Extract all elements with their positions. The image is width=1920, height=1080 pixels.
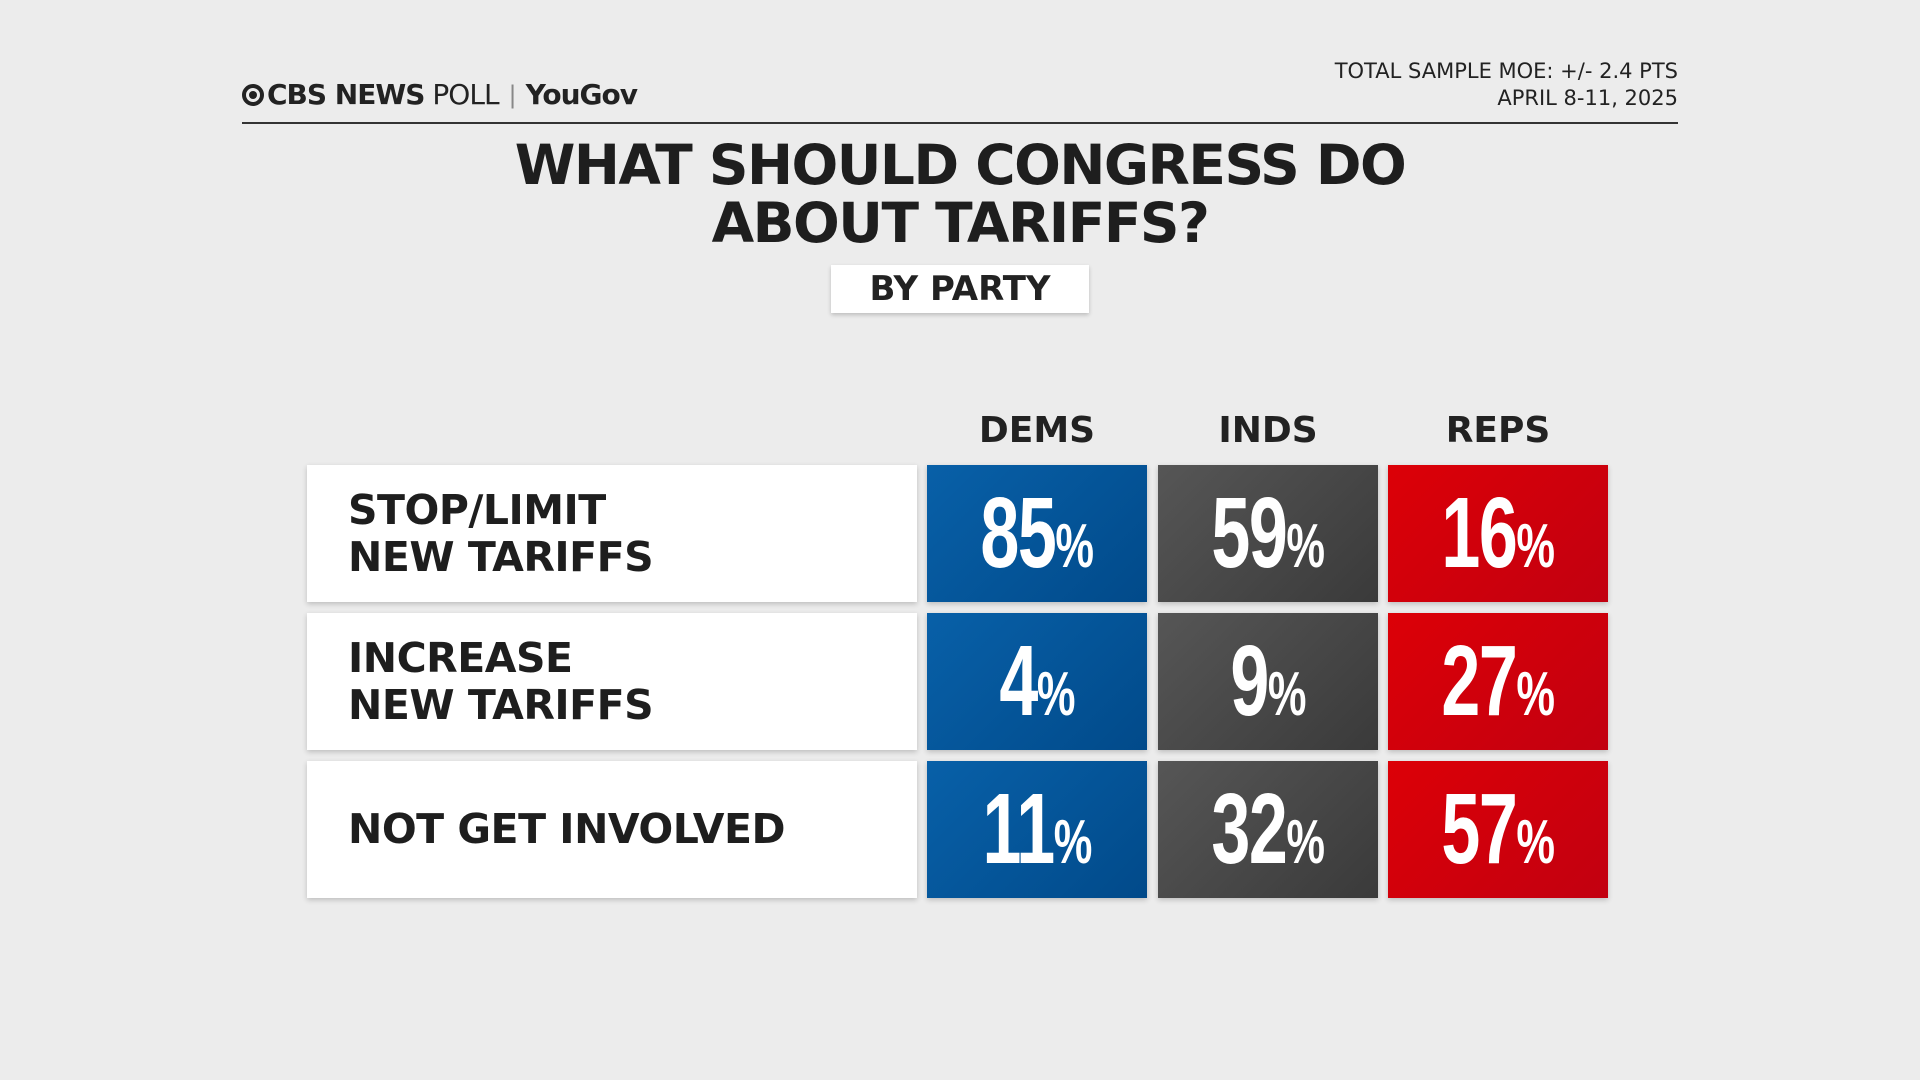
value-cell-dems: 85% [927,465,1147,602]
value-cell-dems: 4% [927,613,1147,750]
cbs-news-poll-logo: CBS NEWS POLL | YouGov [242,78,638,111]
percent-sign: % [1516,808,1555,877]
value-cell-inds: 9% [1158,613,1378,750]
row-label: NOT GET INVOLVED [307,761,917,898]
percent-sign: % [1516,660,1555,729]
row-label-line: INCREASE [348,633,573,682]
moe-text: TOTAL SAMPLE MOE: +/- 2.4 PTS [1334,59,1678,83]
header-divider [242,122,1678,124]
value-cell-reps: 27% [1388,613,1608,750]
title-line-1: WHAT SHOULD CONGRESS DO [514,133,1407,197]
column-header-dems: DEMS [978,410,1096,451]
percent-sign: % [1053,808,1092,877]
percent-sign: % [1055,512,1094,581]
value-cell-reps: 16% [1388,465,1608,602]
row-label: STOP/LIMIT NEW TARIFFS [307,465,917,602]
percent-sign: % [1286,808,1325,877]
percent-sign: % [1267,660,1307,729]
row-label-line: STOP/LIMIT [348,485,606,534]
logo-divider: | [508,80,517,109]
title-line-2: ABOUT TARIFFS? [711,191,1210,255]
value-number: 59 [1211,477,1287,589]
subtitle-box: BY PARTY [831,265,1089,313]
percent-sign: % [1516,512,1555,581]
value-number: 16 [1441,477,1517,589]
value-number: 11 [982,773,1055,885]
percent-sign: % [1036,660,1076,729]
value-cell-inds: 59% [1158,465,1378,602]
poll-info: TOTAL SAMPLE MOE: +/- 2.4 PTS APRIL 8-11… [1335,58,1678,112]
value-number: 27 [1441,625,1517,737]
chart-title: WHAT SHOULD CONGRESS DO ABOUT TARIFFS? [0,136,1920,252]
value-number: 9 [1229,625,1269,737]
brand-suffix: POLL [432,78,499,111]
partner-logo: YouGov [525,78,638,111]
value-cell-inds: 32% [1158,761,1378,898]
column-header-inds: INDS [1218,410,1318,451]
value-number: 4 [998,625,1038,737]
value-cell-reps: 57% [1388,761,1608,898]
cbs-eye-icon [242,83,264,106]
row-label-line: NEW TARIFFS [348,680,654,729]
value-cell-dems: 11% [927,761,1147,898]
column-header-reps: REPS [1445,410,1551,451]
brand: CBS NEWS [267,78,425,111]
row-label-line: NEW TARIFFS [348,532,654,581]
row-label-line: NOT GET INVOLVED [348,805,786,853]
value-number: 32 [1211,773,1287,885]
row-label: INCREASE NEW TARIFFS [307,613,917,750]
value-number: 85 [980,477,1056,589]
percent-sign: % [1286,512,1325,581]
value-number: 57 [1441,773,1517,885]
poll-dates: APRIL 8-11, 2025 [1497,86,1678,110]
